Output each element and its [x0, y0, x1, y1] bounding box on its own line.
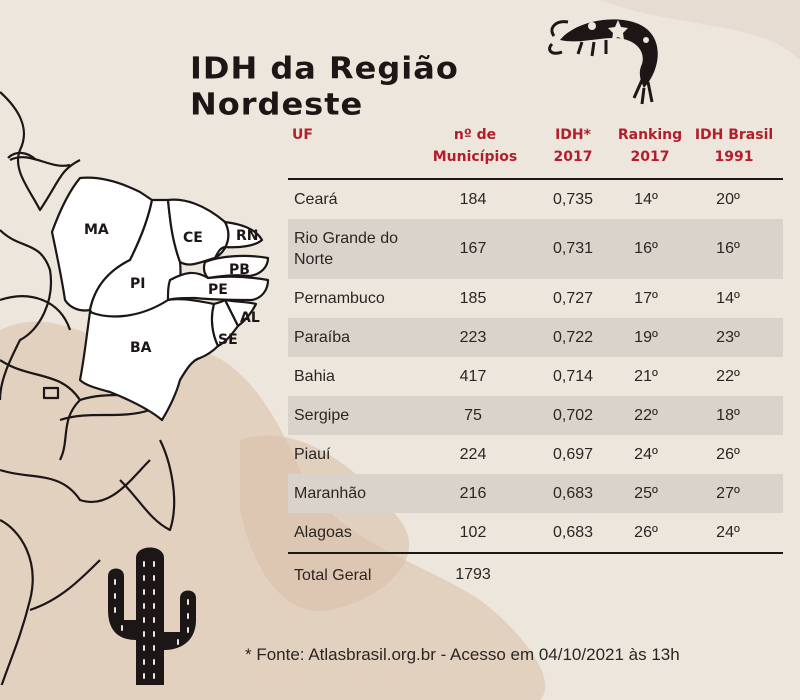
- map-label-pb: PB: [229, 262, 250, 278]
- cell-municipios: 102: [459, 523, 487, 541]
- northeast-map: MA PI CE RN PB PE AL SE BA: [0, 91, 270, 685]
- cell-idh-brasil: 27º: [716, 484, 740, 502]
- cell-idh-brasil: 22º: [716, 367, 740, 385]
- table-row: Paraíba 223 0,722 19º 23º: [288, 318, 783, 357]
- cell-municipios: 185: [459, 289, 487, 307]
- table-row: Maranhão 216 0,683 25º 27º: [288, 474, 783, 513]
- table-row: Pernambuco 185 0,727 17º 14º: [288, 279, 783, 318]
- cell-idh-brasil: 14º: [716, 289, 740, 307]
- cell-ranking: 17º: [634, 289, 658, 307]
- cell-uf: Alagoas: [294, 524, 352, 541]
- cell-idh-brasil: 26º: [716, 445, 740, 463]
- map-label-pe: PE: [208, 282, 228, 298]
- table-total-row: Total Geral 1793: [288, 552, 783, 596]
- cell-ranking: 19º: [634, 328, 658, 346]
- map-label-se: SE: [218, 332, 238, 348]
- total-label: Total Geral: [294, 566, 372, 584]
- cell-idh-brasil: 23º: [716, 328, 740, 346]
- cell-idh: 0,727: [552, 289, 594, 307]
- cell-idh: 0,714: [552, 367, 594, 385]
- header-idh-brasil: IDH Brasil 1991: [694, 127, 774, 165]
- page-title: IDH da Região Nordeste: [190, 49, 459, 123]
- cell-municipios: 223: [459, 328, 487, 346]
- cell-idh: 0,722: [552, 328, 594, 346]
- cell-ranking: 21º: [634, 367, 658, 385]
- cell-ranking: 22º: [634, 406, 658, 424]
- cactus-icon: [108, 547, 196, 685]
- cell-idh-brasil: 24º: [716, 523, 740, 541]
- header-municipios: nº de Municípios: [432, 127, 518, 165]
- map-label-ce: CE: [183, 230, 203, 246]
- cell-idh: 0,731: [552, 240, 594, 257]
- cell-idh: 0,697: [552, 445, 594, 463]
- cell-ranking: 14º: [634, 190, 658, 208]
- total-municipios: 1793: [455, 566, 491, 583]
- cell-uf: Piauí: [294, 446, 331, 463]
- header-uf: UF: [292, 127, 313, 143]
- cell-municipios: 184: [459, 190, 487, 208]
- cell-municipios: 75: [464, 406, 482, 424]
- cell-uf: Bahia: [294, 368, 335, 385]
- map-label-rn: RN: [236, 228, 259, 244]
- cell-idh-brasil: 18º: [716, 406, 740, 424]
- cell-uf: Rio Grande do Norte: [294, 230, 399, 268]
- cell-ranking: 25º: [634, 484, 658, 502]
- state-ba: [78, 298, 220, 422]
- table-row: Sergipe 75 0,702 22º 18º: [288, 396, 783, 435]
- cell-idh-brasil: 20º: [716, 190, 740, 208]
- cell-idh-brasil: 16º: [716, 240, 740, 257]
- cell-ranking: 24º: [634, 445, 658, 463]
- table-row: Alagoas 102 0,683 26º 24º: [288, 513, 783, 552]
- shrimp-icon: [548, 19, 658, 105]
- cell-idh: 0,683: [552, 523, 594, 541]
- cell-uf: Maranhão: [294, 485, 367, 502]
- table-row: Bahia 417 0,714 21º 22º: [288, 357, 783, 396]
- cell-ranking: 26º: [634, 523, 658, 541]
- state-rn: [213, 220, 264, 260]
- cell-idh: 0,735: [552, 190, 594, 208]
- table-row: Ceará 184 0,735 14º 20º: [288, 180, 783, 219]
- cell-municipios: 216: [459, 484, 487, 502]
- idh-table: UF nº de Municípios IDH* 2017 Ranking 20…: [288, 120, 783, 596]
- map-label-pi: PI: [130, 276, 145, 292]
- state-pb: [202, 254, 270, 280]
- table-row: Piauí 224 0,697 24º 26º: [288, 435, 783, 474]
- source-footnote: * Fonte: Atlasbrasil.org.br - Acesso em …: [245, 645, 680, 664]
- header-ranking: Ranking 2017: [617, 127, 683, 165]
- table-row: Rio Grande do Norte 167 0,731 16º 16º: [288, 219, 783, 279]
- cell-municipios: 224: [459, 445, 487, 463]
- cell-municipios: 167: [459, 240, 487, 257]
- cell-idh: 0,683: [552, 484, 594, 502]
- cell-uf: Sergipe: [294, 407, 350, 424]
- table-header: UF nº de Municípios IDH* 2017 Ranking 20…: [288, 120, 783, 180]
- map-label-ma: MA: [84, 222, 109, 238]
- map-label-al: AL: [240, 310, 260, 326]
- cell-uf: Ceará: [294, 191, 338, 208]
- table-body: Ceará 184 0,735 14º 20º Rio Grande do No…: [288, 180, 783, 552]
- cell-ranking: 16º: [634, 240, 658, 257]
- map-label-ba: BA: [130, 340, 152, 356]
- header-idh: IDH* 2017: [553, 127, 593, 165]
- cell-municipios: 417: [459, 367, 487, 385]
- cell-uf: Pernambuco: [294, 290, 385, 307]
- cell-idh: 0,702: [552, 406, 594, 424]
- cell-uf: Paraíba: [294, 329, 351, 346]
